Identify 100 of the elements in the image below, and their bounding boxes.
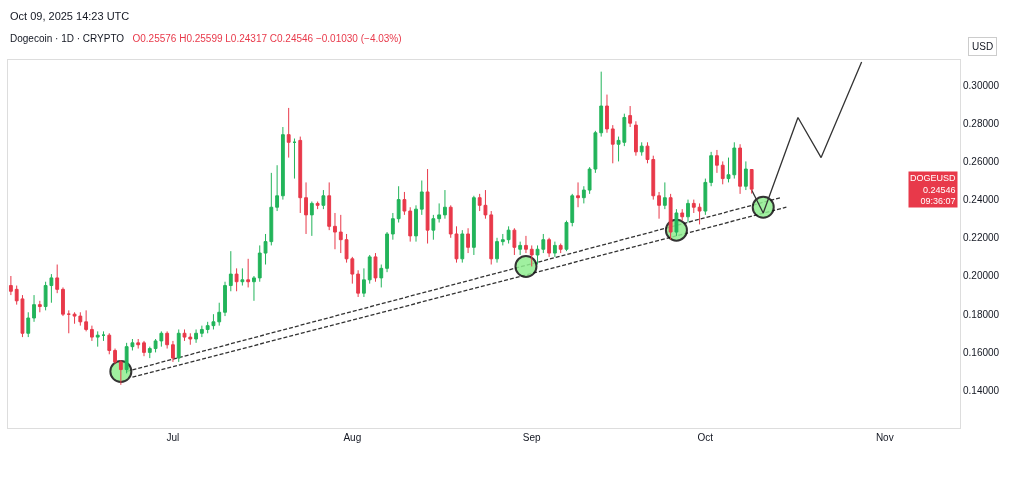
candlestick	[147, 346, 152, 359]
candlestick	[634, 120, 638, 157]
candlestick	[460, 229, 465, 264]
chart-title: Dogecoin · 1D · CRYPTO	[10, 33, 125, 44]
candlestick	[107, 332, 112, 355]
candlestick	[495, 237, 499, 264]
x-tick-label: Nov	[875, 432, 894, 443]
candlestick	[605, 94, 609, 134]
candlestick	[471, 195, 476, 256]
text: USD	[972, 41, 994, 52]
candlestick	[246, 258, 251, 288]
y-tick-label: 0.20000	[963, 270, 1000, 282]
candlestick	[639, 141, 644, 157]
candlestick	[171, 340, 175, 363]
y-tick-label: 0.16000	[963, 346, 1000, 358]
chart-subtitle: O0.25576 H0.25599 L0.24317 C0.24546 −0.01030 (−4.03%)	[132, 33, 402, 44]
candlestick	[234, 267, 239, 292]
candlestick	[61, 286, 65, 317]
candlestick	[466, 227, 470, 254]
candlestick	[321, 189, 326, 210]
y-tick-label: 0.22000	[963, 232, 1000, 244]
candlestick	[298, 136, 303, 214]
candlestick	[425, 168, 430, 245]
candlestick	[95, 330, 100, 348]
candlestick	[408, 206, 413, 243]
candlestick	[199, 325, 204, 338]
candlestick	[674, 208, 679, 237]
candlestick	[529, 244, 534, 267]
candlestick	[315, 201, 320, 210]
candlestick	[66, 309, 71, 334]
candlestick	[240, 267, 245, 287]
candlestick	[414, 204, 418, 243]
candlestick	[628, 105, 633, 128]
candlestick	[506, 225, 511, 245]
candlestick	[333, 212, 337, 250]
x-tick-label: Sep	[522, 432, 542, 443]
candlestick	[304, 181, 308, 235]
candlestick	[662, 181, 667, 210]
candlestick	[576, 181, 580, 208]
candlestick	[286, 107, 291, 159]
candlestick	[194, 328, 198, 344]
candlestick	[101, 330, 106, 342]
candlestick	[176, 328, 181, 363]
candlestick	[252, 275, 256, 302]
y-tick-label: 0.24000	[963, 194, 1000, 206]
candlestick	[223, 281, 227, 317]
candlestick	[599, 71, 604, 138]
candlestick	[610, 124, 615, 164]
candlestick	[686, 199, 690, 224]
candlestick	[379, 264, 384, 288]
x-tick-label: Oct	[697, 432, 714, 443]
candlestick	[552, 241, 557, 258]
candlestick	[558, 243, 563, 254]
y-tick-label: 0.14000	[963, 385, 1000, 397]
candlestick	[327, 181, 332, 231]
candlestick	[518, 241, 523, 256]
candlestick	[280, 126, 285, 201]
candlestick	[697, 202, 702, 225]
candlestick	[512, 227, 517, 256]
y-tick-label: 0.26000	[963, 155, 1000, 167]
candlestick	[309, 201, 314, 237]
candlestick	[8, 275, 13, 296]
candlestick	[680, 208, 685, 222]
candlestick	[691, 199, 696, 214]
candlestick	[749, 168, 754, 195]
candlestick	[500, 233, 505, 246]
candlestick	[431, 214, 436, 241]
candlestick	[37, 300, 42, 313]
candlestick	[390, 212, 395, 241]
annotation: DOGEUSD 0.24546 09:36:07	[910, 173, 957, 207]
candlestick	[657, 191, 661, 220]
candlestick	[419, 180, 424, 216]
candlestick	[720, 160, 725, 185]
candlestick	[581, 185, 586, 204]
text: Oct 09, 2025 14:23 UTC	[10, 10, 130, 22]
candlestick	[356, 269, 361, 298]
candlestick	[165, 330, 170, 350]
candlestick	[136, 338, 141, 350]
candlestick	[547, 237, 552, 258]
candlestick	[743, 160, 748, 191]
candlestick	[396, 185, 401, 224]
candlestick	[709, 151, 714, 187]
candlestick	[142, 340, 146, 357]
candlestick	[524, 235, 528, 254]
x-tick-label: Jul	[166, 432, 180, 443]
candlestick	[738, 143, 742, 195]
candlestick	[703, 178, 708, 216]
candlestick	[402, 191, 407, 216]
candlestick	[228, 250, 233, 292]
candlestick	[443, 189, 447, 220]
candlestick	[118, 359, 123, 386]
candlestick	[55, 264, 60, 294]
candlestick	[367, 254, 372, 285]
candlestick	[275, 164, 280, 212]
candlestick	[26, 311, 31, 338]
candlestick	[113, 348, 117, 365]
candlestick	[362, 267, 366, 298]
point	[514, 254, 538, 278]
candlestick	[715, 149, 719, 174]
candlestick	[385, 231, 389, 273]
